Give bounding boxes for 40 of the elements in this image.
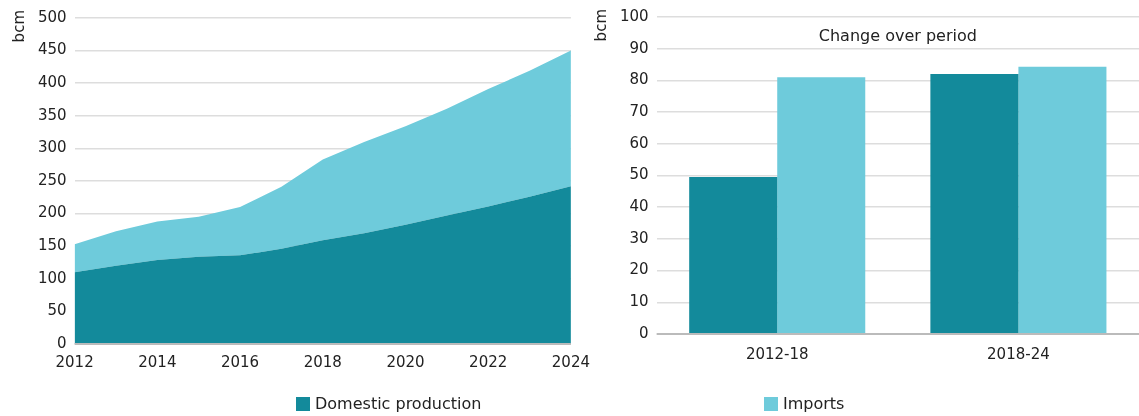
y-tick-label: 100 [37,268,67,287]
x-tick-label: 2024 [551,352,591,371]
legend-label: Imports [783,394,845,413]
bar [930,74,1019,334]
bar [689,177,778,334]
bar [777,77,866,334]
y-tick-label: 450 [37,40,67,59]
bar [1018,66,1107,334]
y-tick-label: 70 [629,101,649,120]
y-tick-label: 100 [619,6,649,25]
y-tick-label: 0 [57,333,67,352]
y-tick-label: 60 [629,133,649,152]
x-tick-label: 2022 [469,352,508,371]
y-tick-label: 500 [37,7,67,26]
x-tick-label: 2014 [138,352,177,371]
y-tick-label: 20 [629,260,649,279]
y-tick-label: 300 [37,138,67,157]
y-axis-title: bcm [9,10,28,43]
x-tick-label: 2020 [386,352,425,371]
text: Change over period [818,26,977,46]
y-tick-label: 30 [629,228,649,247]
y-tick-label: 50 [629,165,649,184]
x-tick-label: 2018-24 [987,344,1050,363]
x-tick-label: 2012-18 [745,344,809,363]
y-tick-label: 150 [37,236,67,255]
legend-label: Domestic production [315,394,482,413]
y-tick-label: 80 [629,70,649,89]
y-tick-label: 90 [629,38,649,57]
y-tick-label: 0 [639,323,649,342]
y-tick-label: 50 [47,301,67,320]
y-tick-label: 400 [37,73,67,92]
y-tick-label: 200 [37,203,67,222]
x-tick-label: 2018 [303,352,342,371]
y-tick-label: 40 [629,197,649,216]
y-tick-label: 10 [629,292,649,311]
x-tick-label: 2012 [55,352,94,371]
y-tick-label: 350 [37,105,67,124]
y-tick-label: 250 [37,170,67,189]
x-tick-label: 2016 [220,352,260,371]
y-axis-title: bcm [591,9,610,42]
